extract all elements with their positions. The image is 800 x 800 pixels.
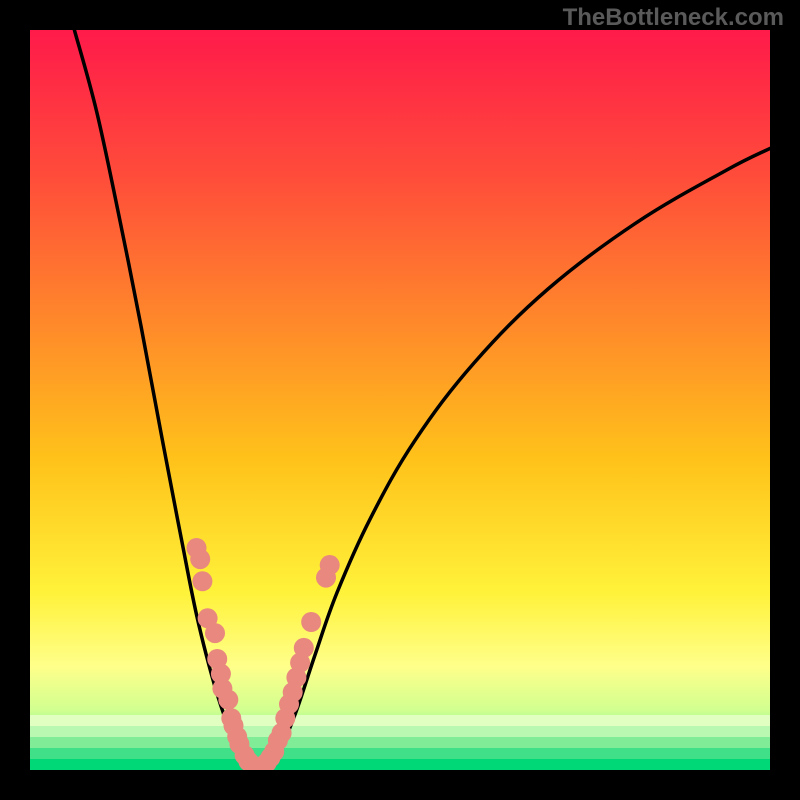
right-curve: [259, 148, 770, 767]
scatter-point: [320, 555, 340, 575]
plot-area: [30, 30, 770, 770]
scatter-point: [192, 571, 212, 591]
scatter-point: [205, 623, 225, 643]
chart-svg: [30, 30, 770, 770]
scatter-point: [294, 638, 314, 658]
scatter-point: [190, 549, 210, 569]
chart-container: TheBottleneck.com: [0, 0, 800, 800]
scatter-point: [218, 690, 238, 710]
watermark-text: TheBottleneck.com: [563, 4, 784, 32]
left-curve: [74, 30, 259, 767]
scatter-point: [301, 612, 321, 632]
